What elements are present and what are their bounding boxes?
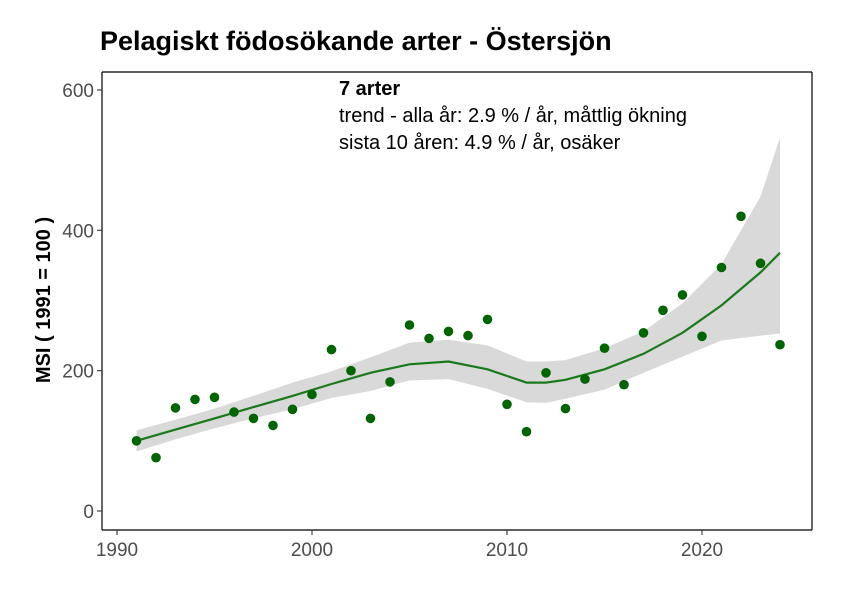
chart-title: Pelagiskt födosökande arter - Östersjön: [100, 26, 612, 56]
y-tick-label: 0: [83, 502, 94, 523]
data-point: [463, 330, 473, 341]
data-point: [677, 290, 688, 300]
annotation-trend-last-10-years: sista 10 åren: 4.9 % / år, osäker: [339, 132, 621, 154]
data-point: [424, 333, 434, 344]
data-point: [190, 394, 200, 405]
annotation-layer: 7 arter trend - alla år: 2.9 % / år, måt…: [339, 78, 687, 154]
annotation-trend-all-years: trend - alla år: 2.9 % / år, måttlig ökn…: [339, 105, 687, 127]
data-point: [599, 343, 610, 354]
y-axis-label: MSI ( 1991 = 100 ): [33, 217, 55, 383]
data-point: [385, 377, 395, 387]
data-point: [716, 262, 727, 273]
x-tick-label: 2010: [486, 540, 528, 561]
data-point: [326, 344, 337, 355]
data-point: [658, 305, 668, 316]
data-point: [755, 258, 766, 269]
data-point: [560, 403, 571, 414]
data-point: [209, 392, 220, 403]
data-point: [697, 331, 707, 342]
confidence-band-layer: [136, 137, 780, 452]
y-tick-label: 600: [62, 81, 94, 102]
data-point: [638, 328, 649, 338]
x-tick-label: 2000: [291, 540, 333, 561]
trend-line: [136, 252, 781, 442]
data-point: [287, 404, 298, 415]
data-points-layer: [131, 211, 785, 463]
axes-layer: 0 200 400 600 1990 2000 2010 2020: [62, 71, 813, 561]
data-point: [229, 407, 239, 417]
trend-line-layer: [136, 252, 781, 442]
y-tick-label: 200: [62, 362, 94, 383]
x-tick-label: 2020: [681, 540, 723, 561]
data-point: [775, 339, 785, 350]
data-point: [307, 389, 317, 400]
data-point: [541, 368, 551, 378]
data-point: [736, 211, 746, 222]
data-point: [580, 374, 590, 384]
data-point: [170, 403, 181, 413]
y-tick-label: 400: [62, 221, 94, 242]
data-point: [521, 426, 532, 437]
data-point: [443, 326, 454, 337]
data-point: [268, 420, 278, 431]
x-tick-label: 1990: [96, 540, 138, 561]
data-point: [365, 413, 376, 424]
data-point: [151, 452, 161, 463]
data-point: [404, 320, 415, 330]
data-point: [619, 379, 629, 390]
data-point: [346, 365, 356, 376]
data-point: [482, 314, 493, 325]
confidence-band: [136, 137, 780, 452]
data-point: [131, 436, 142, 446]
annotation-species-count: 7 arter: [339, 78, 400, 100]
data-point: [502, 399, 512, 410]
data-point: [248, 413, 259, 424]
